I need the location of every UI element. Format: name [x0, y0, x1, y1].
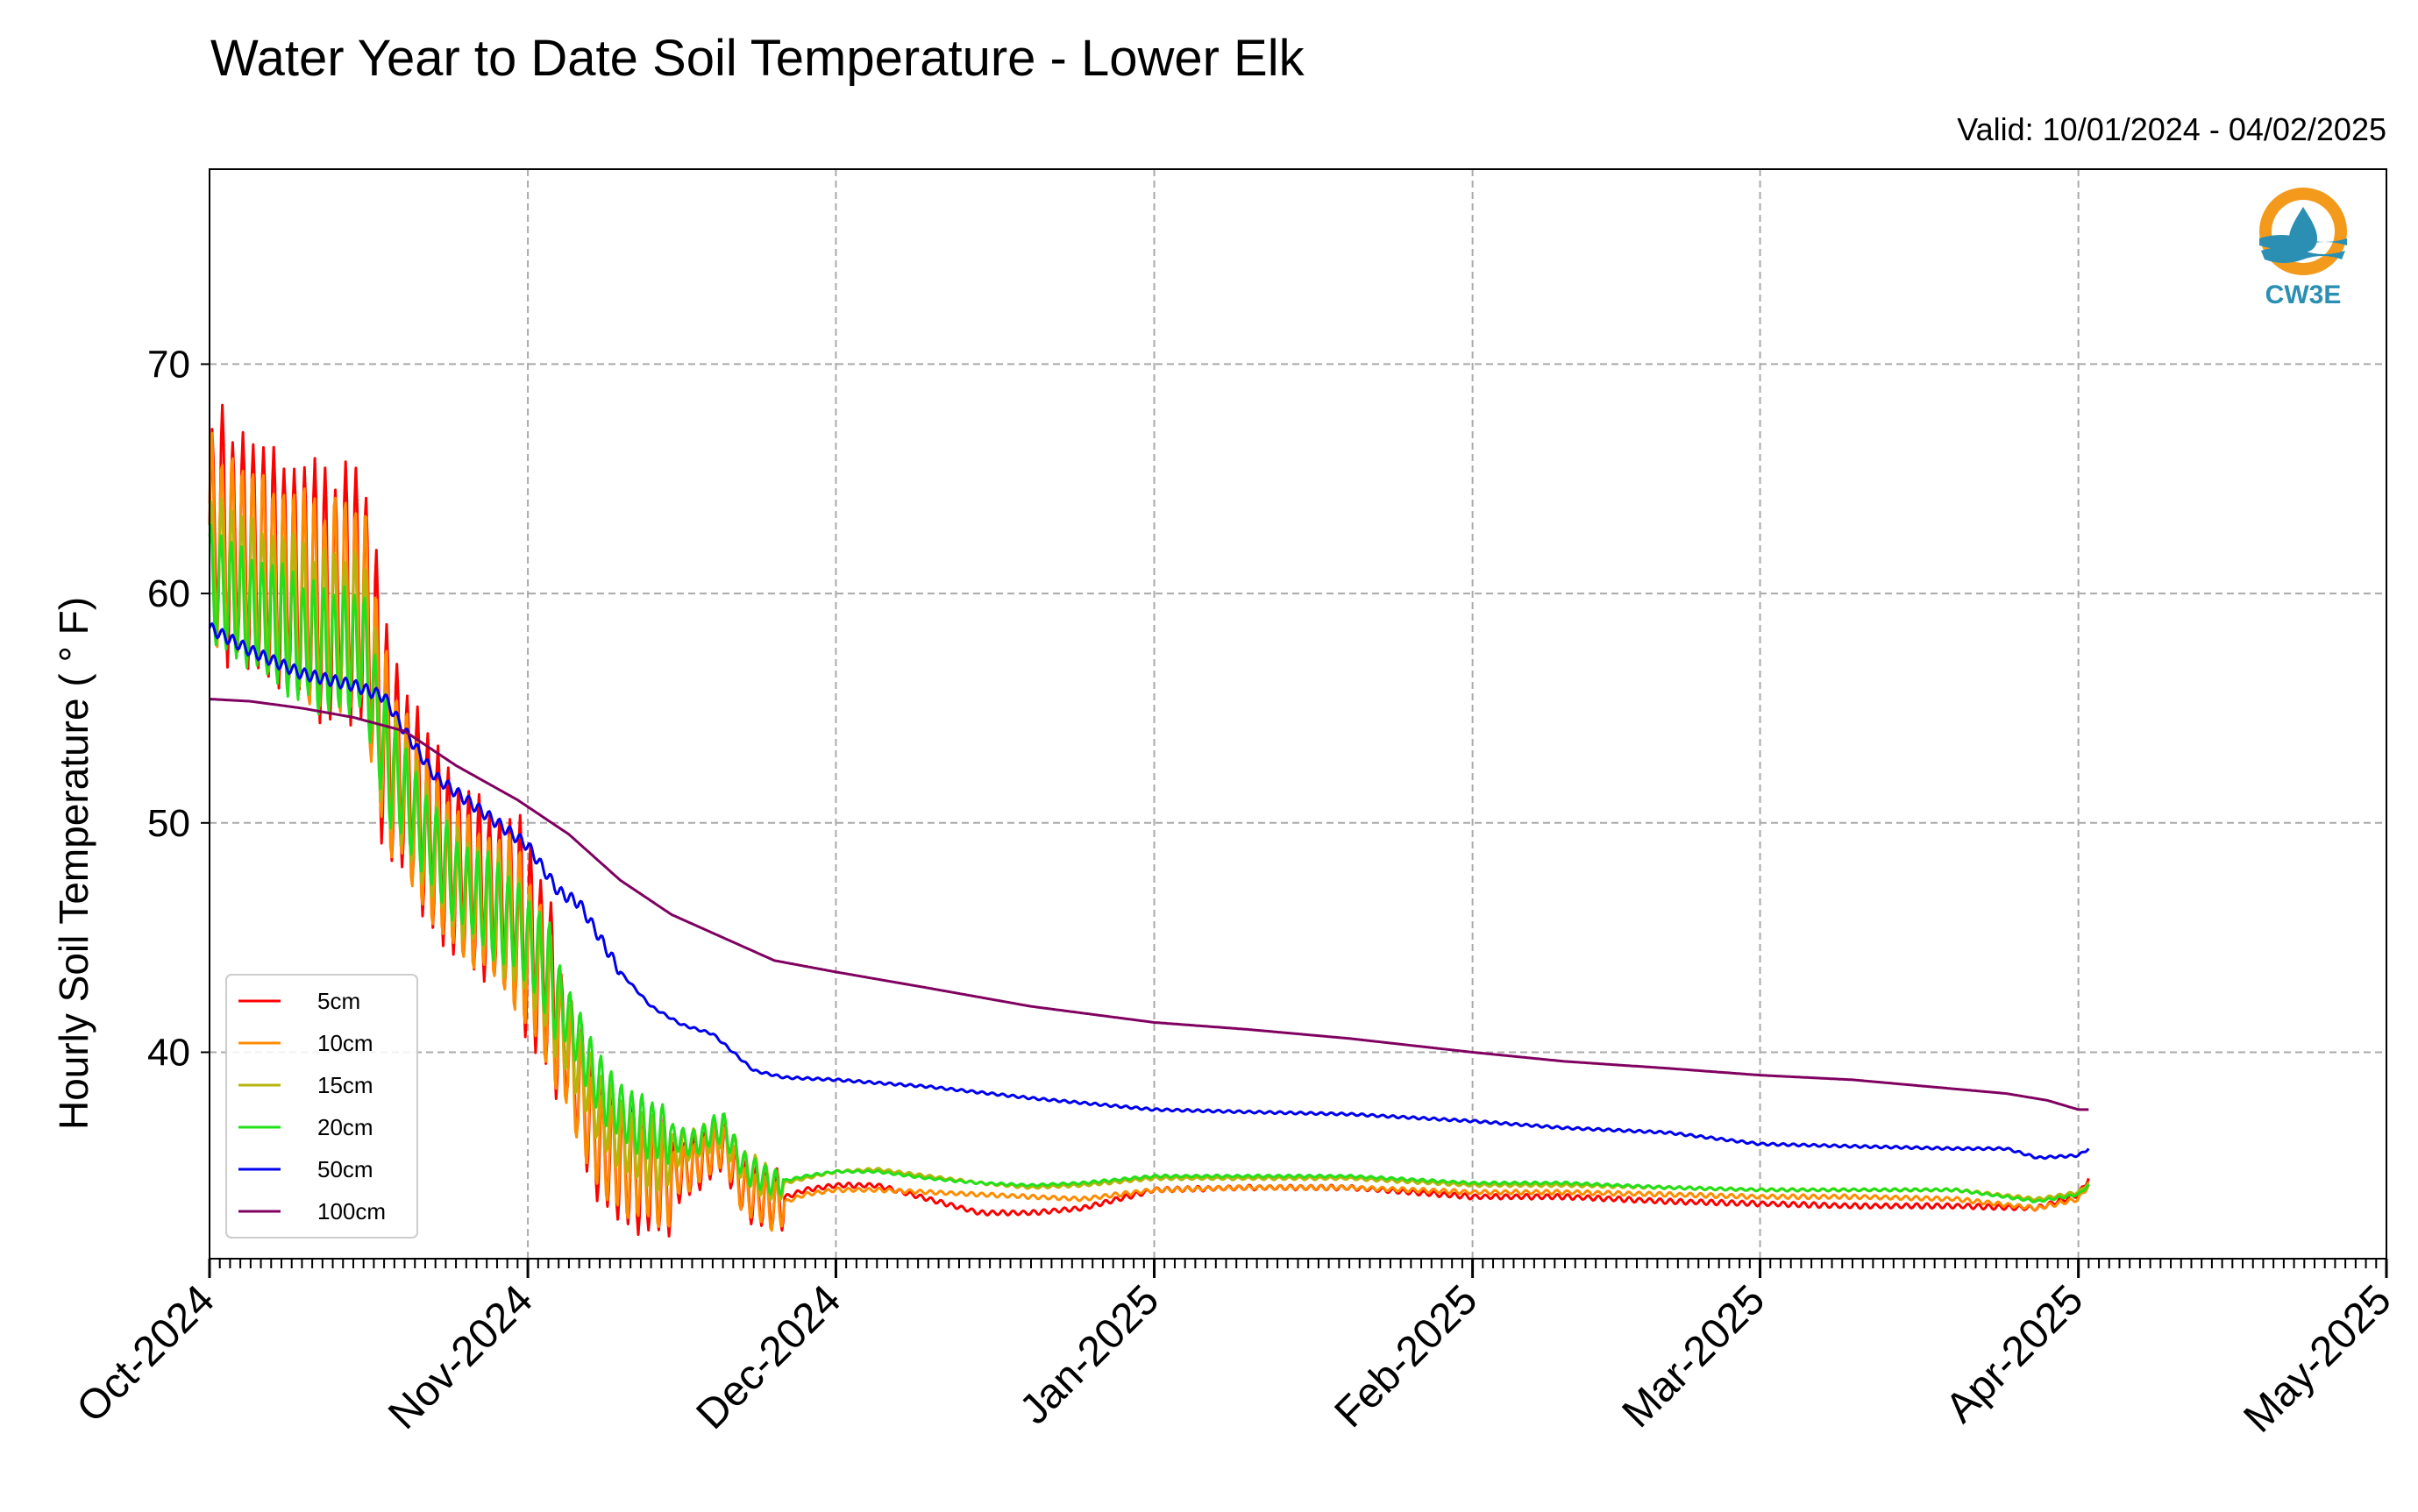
- x-tick-label: Dec-2024: [688, 1276, 850, 1438]
- x-tick-label: Apr-2025: [1937, 1276, 2092, 1431]
- legend: 5cm 10cm 15cm 20cm 50cm 100cm: [225, 974, 418, 1239]
- y-tick-label: 60: [147, 572, 190, 615]
- logo-waves: [2259, 235, 2347, 263]
- axes: 40 50 60 70 Oct-2024 Nov-2024 Dec-2024 Jan-2025…: [68, 343, 2400, 1441]
- logo-text: CW3E: [2265, 280, 2342, 309]
- chart-title: Water Year to Date Soil Temperature - Lo…: [210, 30, 1305, 87]
- legend-label-5cm: 5cm: [317, 988, 360, 1014]
- series-lines: [208, 403, 2090, 1238]
- y-tick-label: 70: [147, 343, 190, 386]
- cw3e-logo: CW3E: [2259, 188, 2347, 309]
- plot-area: [209, 168, 2387, 1260]
- series-line-20cm: [208, 523, 2090, 1203]
- legend-label-50cm: 50cm: [317, 1156, 373, 1182]
- y-axis-label: Hourly Soil Temperature ( ° F): [51, 597, 96, 1130]
- legend-box: [225, 974, 418, 1239]
- x-tick-label: Mar-2025: [1614, 1276, 1774, 1437]
- y-tick-label: 50: [147, 802, 190, 845]
- x-tick-label: Oct-2024: [68, 1276, 224, 1431]
- legend-label-20cm: 20cm: [317, 1114, 373, 1140]
- x-tick-label: May-2025: [2235, 1276, 2400, 1441]
- valid-range: Valid: 10/01/2024 - 04/02/2025: [1957, 111, 2386, 147]
- x-tick-label: Feb-2025: [1326, 1276, 1487, 1437]
- legend-label-100cm: 100cm: [317, 1198, 386, 1225]
- x-tick-label: Jan-2025: [1011, 1276, 1168, 1433]
- legend-label-15cm: 15cm: [317, 1072, 373, 1098]
- series-line-100cm: [209, 698, 2089, 1111]
- legend-label-10cm: 10cm: [317, 1030, 373, 1056]
- x-tick-label: Nov-2024: [380, 1276, 542, 1438]
- grid: [210, 169, 2386, 1259]
- y-tick-label: 40: [147, 1031, 190, 1074]
- series-line-50cm: [208, 622, 2090, 1161]
